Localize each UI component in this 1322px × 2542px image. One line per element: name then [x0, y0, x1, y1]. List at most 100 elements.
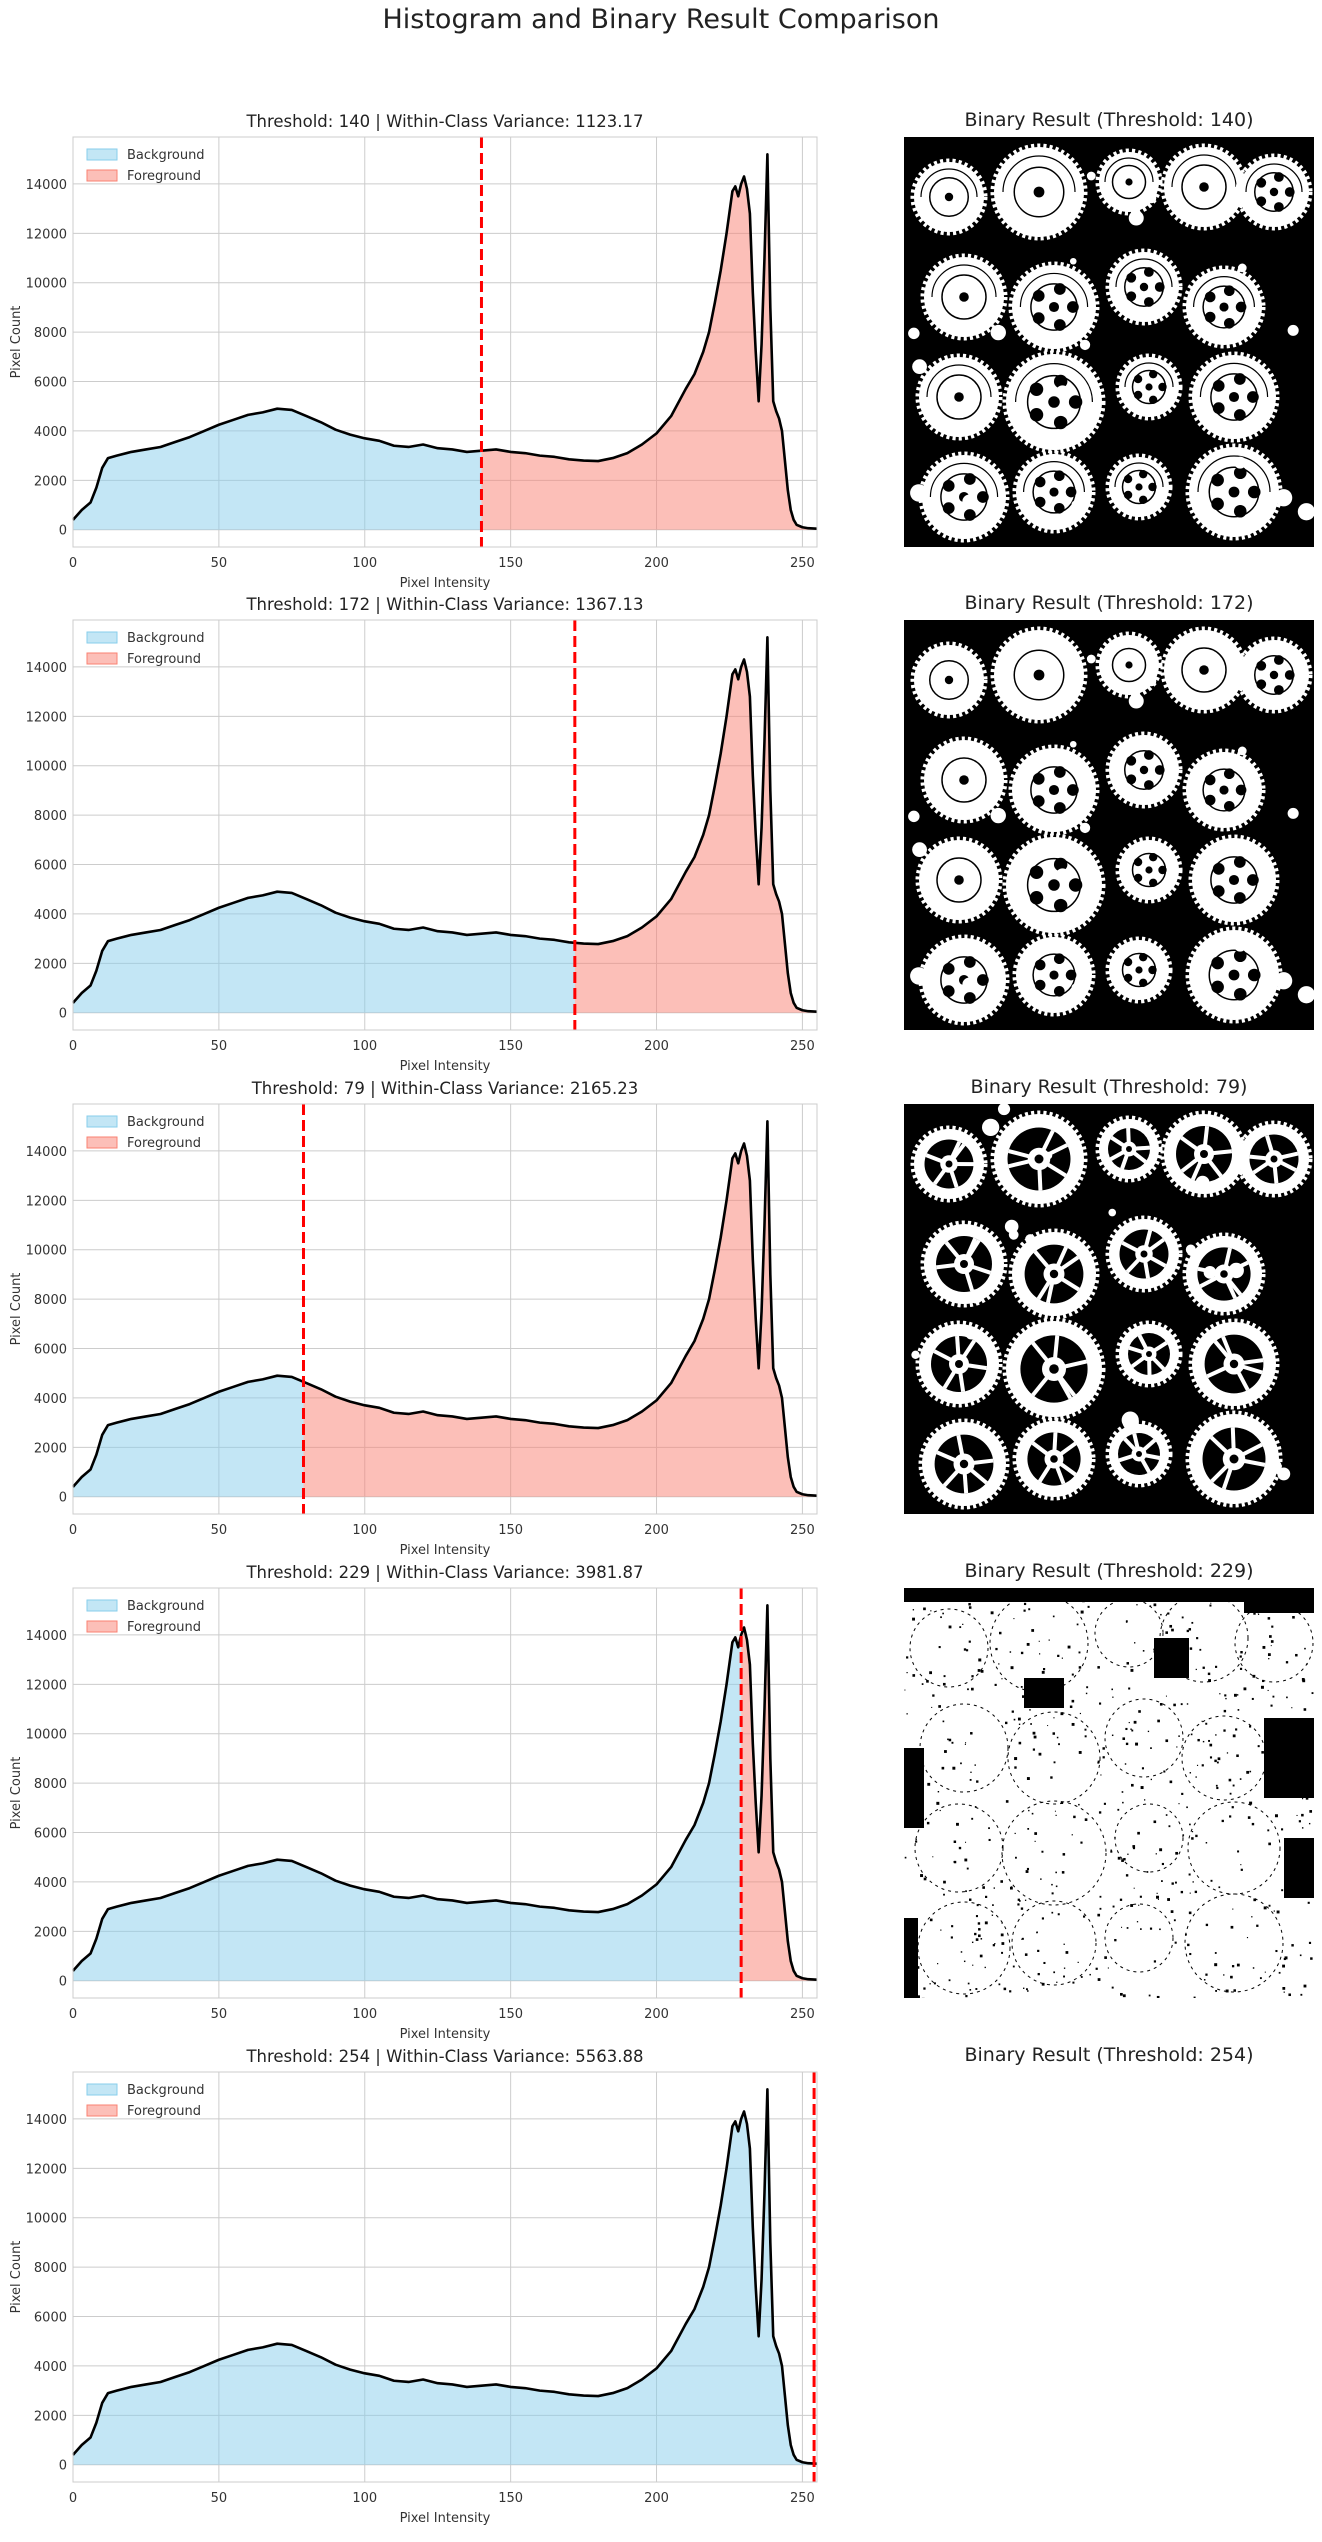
binary-speckle	[1308, 1902, 1310, 1904]
binary-speckle	[961, 1951, 962, 1952]
binary-speckle	[1096, 1968, 1098, 1970]
binary-speckle	[1302, 1827, 1303, 1828]
binary-speckle	[1306, 1610, 1308, 1612]
binary-speckle	[1056, 1815, 1057, 1816]
binary-speckle	[1028, 1608, 1030, 1610]
binary-speckle	[1121, 1859, 1124, 1862]
binary-speckle	[1117, 1809, 1119, 1811]
binary-speckle	[1169, 1625, 1172, 1628]
binary-speckle	[1082, 1600, 1085, 1603]
legend-swatch-background	[87, 1116, 117, 1127]
binary-speckle	[1189, 1824, 1191, 1826]
binary-speckle	[1179, 1644, 1181, 1646]
binary-speckle	[1113, 1906, 1115, 1908]
binary-speckle	[1160, 1614, 1162, 1616]
binary-speckle	[1170, 1781, 1173, 1784]
y-axis-label: Pixel Count	[9, 2241, 24, 2314]
gear-shape	[1012, 748, 1096, 832]
binary-speckle	[1150, 1928, 1152, 1930]
binary-speckle	[985, 1921, 988, 1924]
binary-speckle	[1187, 1703, 1188, 1704]
binary-speckle	[1247, 1937, 1248, 1938]
binary-speckle	[943, 1894, 945, 1896]
small-gear	[1146, 193, 1157, 204]
binary-speckle	[1302, 1798, 1303, 1799]
binary-speckle	[1284, 1734, 1285, 1735]
binary-speckle	[1079, 1751, 1082, 1754]
binary-speckle	[908, 1984, 910, 1986]
x-tick-label: 0	[69, 556, 77, 571]
binary-speckle	[1181, 1891, 1183, 1893]
legend-label-foreground: Foreground	[127, 2104, 201, 2119]
binary-speckle	[1197, 1739, 1199, 1741]
binary-speckle	[1001, 1952, 1003, 1954]
binary-speckle	[1127, 1927, 1129, 1929]
small-gear	[1056, 868, 1070, 882]
binary-speckle	[1085, 1818, 1088, 1821]
binary-speckle	[978, 1669, 981, 1672]
legend-swatch-foreground	[87, 170, 117, 181]
binary-speckle	[994, 1887, 995, 1888]
legend-label-background: Background	[127, 2083, 205, 2098]
y-tick-label: 0	[59, 1975, 67, 1990]
binary-result-image	[904, 1104, 1314, 1514]
binary-speckle	[1199, 1649, 1201, 1651]
binary-speckle	[1240, 1651, 1242, 1653]
binary-speckle	[1209, 1744, 1212, 1747]
binary-speckle	[1237, 1964, 1240, 1967]
binary-speckle	[1086, 1693, 1087, 1694]
binary-speckle	[1033, 1748, 1035, 1750]
binary-speckle	[1263, 1646, 1266, 1649]
small-gear	[1072, 501, 1079, 508]
binary-speckle	[1295, 1605, 1296, 1606]
binary-speckle	[1309, 1789, 1311, 1791]
binary-speckle	[1171, 1910, 1174, 1913]
small-gear	[912, 359, 927, 374]
binary-speckle	[1148, 1731, 1149, 1732]
small-gear	[1288, 808, 1299, 819]
binary-speckle	[1054, 1761, 1056, 1763]
gear-shape	[1109, 940, 1169, 1000]
y-tick-label: 2000	[34, 474, 67, 489]
binary-speckle	[1000, 1880, 1003, 1883]
binary-speckle	[1168, 1645, 1169, 1646]
binary-speckle	[972, 1965, 973, 1966]
binary-speckle	[904, 1690, 905, 1691]
binary-speckle	[1279, 1594, 1280, 1595]
binary-speckle	[1208, 1740, 1210, 1742]
binary-speckle	[1144, 1799, 1145, 1800]
binary-speckle	[1013, 1966, 1015, 1968]
binary-speckle	[1258, 1595, 1261, 1598]
y-tick-label: 10000	[26, 277, 67, 292]
gear-shape	[1012, 265, 1096, 349]
binary-speckle	[1172, 1882, 1174, 1884]
binary-speckle	[976, 1938, 979, 1941]
x-tick-label: 0	[69, 1523, 77, 1538]
binary-speckle	[1295, 1654, 1298, 1657]
binary-speckle	[1275, 1814, 1278, 1817]
y-tick-label: 10000	[26, 1728, 67, 1743]
binary-speckle	[972, 1942, 973, 1943]
binary-speckle	[956, 1823, 959, 1826]
binary-speckle	[1224, 1694, 1226, 1696]
binary-speckle	[1215, 1666, 1217, 1668]
binary-speckle	[1039, 1641, 1040, 1642]
binary-speckle	[1299, 1820, 1301, 1822]
small-gear	[1186, 1245, 1196, 1255]
binary-speckle	[1112, 1735, 1113, 1736]
binary-speckle	[1169, 1825, 1171, 1827]
binary-speckle	[1057, 1655, 1059, 1657]
legend-swatch-background	[87, 149, 117, 160]
x-tick-label: 200	[644, 556, 669, 571]
x-tick-label: 250	[790, 1523, 815, 1538]
binary-speckle	[1018, 1718, 1021, 1721]
small-gear	[1234, 940, 1246, 952]
binary-speckle	[1301, 1814, 1304, 1817]
binary-speckle	[1122, 1737, 1125, 1740]
binary-speckle	[1190, 1772, 1191, 1773]
binary-speckle	[1072, 1700, 1075, 1703]
binary-speckle	[1091, 1598, 1092, 1599]
binary-speckle	[1304, 1708, 1307, 1711]
binary-speckle	[1261, 1751, 1264, 1754]
